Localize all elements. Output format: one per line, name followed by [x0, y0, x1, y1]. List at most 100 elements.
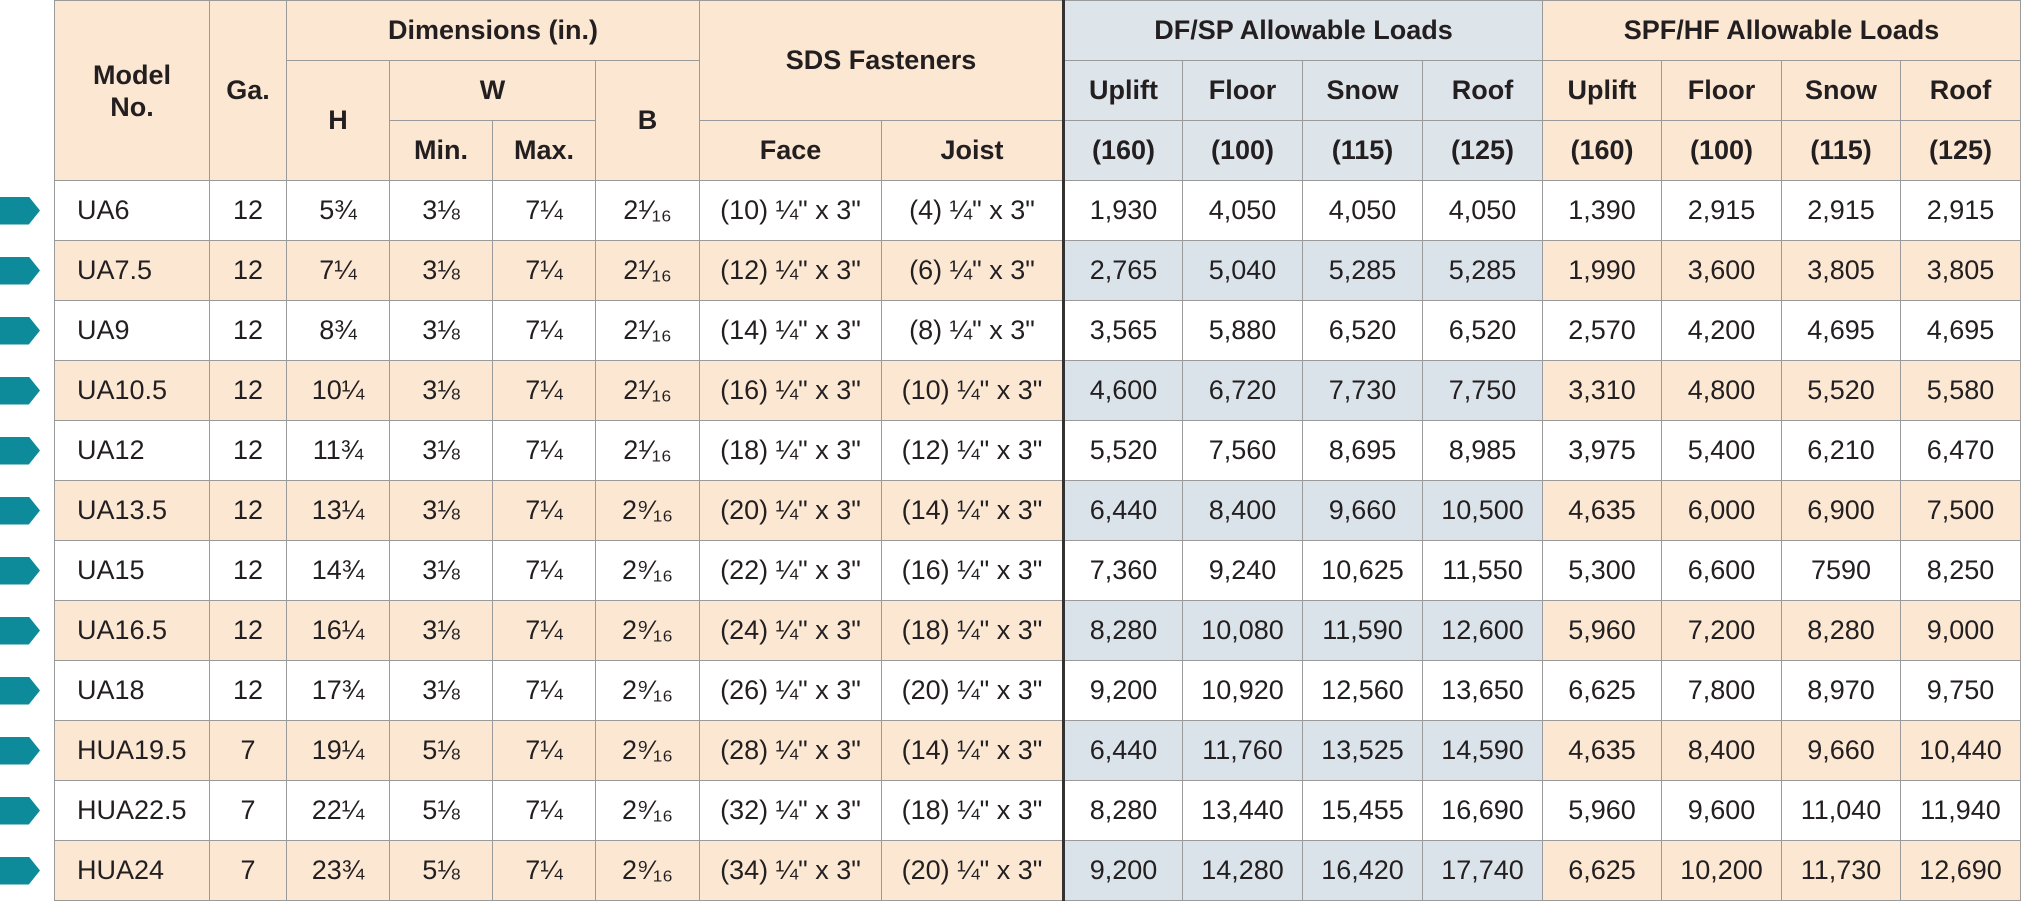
table-cell: 8,280: [1062, 780, 1184, 841]
table-cell: 12: [209, 540, 287, 601]
table-row: UA18 12 17¾ 3⅛ 7¼ 2⁹⁄₁₆ (26) ¼" x 3" (20) ¼" x …: [54, 660, 2022, 721]
table-cell: 8¾: [286, 300, 390, 361]
table-cell: 6,520: [1422, 300, 1544, 361]
table-row: HUA24 7 23¾ 5⅛ 7¼ 2⁹⁄₁₆ (34) ¼" x 3" (20) ¼" x …: [54, 840, 2022, 901]
table-cell: 11¾: [286, 420, 390, 481]
table-cell: 17¾: [286, 660, 390, 721]
table-cell: 6,470: [1900, 420, 2022, 481]
table-row: UA6 12 5¾ 3⅛ 7¼ 2¹⁄₁₆ (10) ¼" x 3" (4) ¼" x 3" 1…: [54, 180, 2022, 241]
table-cell: 11,590: [1302, 600, 1424, 661]
table-cell: (18) ¼" x 3": [881, 780, 1065, 841]
header-text: Model No.: [93, 59, 171, 122]
header-cell: SDS Fasteners: [699, 0, 1065, 121]
table-cell: 4,635: [1542, 480, 1663, 541]
table-cell: 13,440: [1182, 780, 1304, 841]
table-cell: 9,750: [1900, 660, 2022, 721]
row-arrow: [0, 376, 40, 405]
table-cell: 7¼: [286, 240, 390, 301]
table-cell: 11,550: [1422, 540, 1544, 601]
table-cell: 9,660: [1302, 480, 1424, 541]
header-cell: Max.: [492, 120, 596, 181]
table-cell: (10) ¼" x 3": [881, 360, 1065, 421]
table-cell: 7,800: [1661, 660, 1783, 721]
table-cell: 4,050: [1302, 180, 1424, 241]
header-cell: (115): [1781, 120, 1902, 181]
table-cell: 7,500: [1900, 480, 2022, 541]
table-cell: 3⅛: [389, 480, 493, 541]
table-cell: 4,800: [1661, 360, 1783, 421]
table-cell: 2¹⁄₁₆: [594, 420, 701, 481]
table-cell: HUA22.5: [54, 780, 210, 841]
table-cell: 2⁹⁄₁₆: [594, 480, 701, 541]
table-cell: UA9: [54, 300, 210, 361]
table-cell: UA15: [54, 540, 210, 601]
table-cell: 13,525: [1302, 720, 1424, 781]
table-cell: 10,200: [1661, 840, 1783, 901]
header-cell: SPF/HF Allowable Loads: [1542, 0, 2022, 61]
table-cell: 9,000: [1900, 600, 2022, 661]
table-cell: UA18: [54, 660, 210, 721]
table-cell: 5,300: [1542, 540, 1663, 601]
table-cell: 9,660: [1781, 720, 1902, 781]
table-cell: (8) ¼" x 3": [881, 300, 1065, 361]
table-cell: 3⅛: [389, 180, 493, 241]
table-cell: (24) ¼" x 3": [699, 600, 883, 661]
table-cell: 5⅛: [389, 720, 493, 781]
table-cell: 5,580: [1900, 360, 2022, 421]
table-cell: 6,720: [1182, 360, 1304, 421]
table-cell: 12,690: [1900, 840, 2022, 901]
table-cell: 8,280: [1781, 600, 1902, 661]
table-cell: 2¹⁄₁₆: [594, 360, 701, 421]
table-cell: 7: [209, 720, 287, 781]
table-row: UA13.5 12 13¼ 3⅛ 7¼ 2⁹⁄₁₆ (20) ¼" x 3" (14) ¼" …: [54, 480, 2022, 541]
header-cell: (160): [1062, 120, 1184, 181]
table-cell: 12: [209, 360, 287, 421]
table-cell: (14) ¼" x 3": [699, 300, 883, 361]
table-cell: 10,440: [1900, 720, 2022, 781]
table-cell: UA7.5: [54, 240, 210, 301]
row-arrow: [0, 856, 40, 885]
table-cell: 12,560: [1302, 660, 1424, 721]
header-cell: Roof: [1900, 60, 2022, 121]
table-cell: 8,400: [1661, 720, 1783, 781]
header-cell: W: [389, 60, 596, 121]
table-cell: 3,805: [1781, 240, 1902, 301]
table-cell: 6,440: [1062, 720, 1184, 781]
table-cell: 7¼: [492, 180, 596, 241]
table-cell: 6,900: [1781, 480, 1902, 541]
header-cell: Floor: [1182, 60, 1304, 121]
table-cell: 5,285: [1302, 240, 1424, 301]
table-cell: 12,600: [1422, 600, 1544, 661]
table-cell: 14,590: [1422, 720, 1544, 781]
row-arrow: [0, 496, 40, 525]
table-cell: 2⁹⁄₁₆: [594, 840, 701, 901]
table-cell: (20) ¼" x 3": [881, 660, 1065, 721]
table-cell: 23¾: [286, 840, 390, 901]
table-cell: 8,250: [1900, 540, 2022, 601]
table-cell: (22) ¼" x 3": [699, 540, 883, 601]
table-cell: 10,080: [1182, 600, 1304, 661]
table-cell: (14) ¼" x 3": [881, 480, 1065, 541]
table-cell: 7¼: [492, 420, 596, 481]
table-cell: 6,440: [1062, 480, 1184, 541]
table-cell: (12) ¼" x 3": [881, 420, 1065, 481]
header-cell: DF/SP Allowable Loads: [1062, 0, 1544, 61]
table-cell: (32) ¼" x 3": [699, 780, 883, 841]
row-arrow: [0, 616, 40, 645]
table-cell: 2,915: [1781, 180, 1902, 241]
table-cell: 4,600: [1062, 360, 1184, 421]
table-cell: UA6: [54, 180, 210, 241]
header-cell: H: [286, 60, 390, 181]
table-cell: 2,765: [1062, 240, 1184, 301]
table-cell: 7¼: [492, 480, 596, 541]
table-cell: 2⁹⁄₁₆: [594, 600, 701, 661]
table-cell: 5⅛: [389, 780, 493, 841]
table-cell: 7: [209, 780, 287, 841]
row-arrow: [0, 316, 40, 345]
header-cell: Min.: [389, 120, 493, 181]
header-cell: Face: [699, 120, 883, 181]
header-cell: Model No.: [54, 0, 210, 181]
table-cell: 11,940: [1900, 780, 2022, 841]
table-cell: 7¼: [492, 300, 596, 361]
table-cell: 5,520: [1062, 420, 1184, 481]
